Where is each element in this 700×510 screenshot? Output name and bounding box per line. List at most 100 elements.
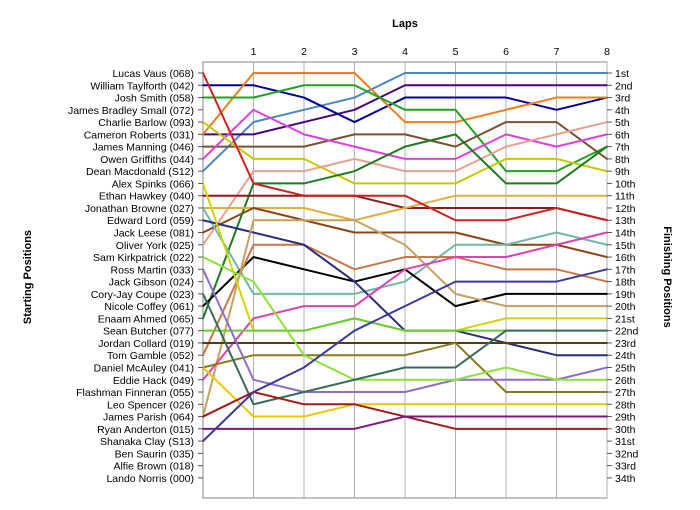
finish-label: 27th	[615, 387, 636, 399]
series-line-9	[202, 121, 608, 246]
start-label: Leo Spencer (026)	[107, 399, 194, 411]
start-label: Josh Smith (058)	[115, 93, 194, 105]
finish-label: 29th	[615, 412, 636, 424]
finish-label: 24th	[615, 350, 636, 362]
series-line-8	[202, 121, 608, 185]
finish-label: 23rd	[615, 338, 636, 350]
series-line-20	[202, 231, 608, 381]
start-label: Ethan Hawkey (040)	[99, 191, 194, 203]
finish-label: 12th	[615, 203, 636, 215]
start-label: Charlie Barlow (093)	[98, 117, 194, 129]
start-label: Alex Spinks (066)	[112, 178, 194, 190]
start-label: Ryan Anderton (015)	[97, 424, 194, 436]
start-label: Lando Norris (000)	[106, 473, 194, 485]
start-label: Dean Macdonald (S12)	[86, 166, 194, 178]
series-line-4	[202, 72, 608, 136]
start-label: William Taylforth (042)	[90, 80, 194, 92]
finish-label: 7th	[615, 142, 630, 154]
x-tick-label: 2	[301, 46, 307, 58]
finish-label: 6th	[615, 129, 630, 141]
series-line-30	[202, 415, 608, 430]
finish-label: 16th	[615, 252, 636, 264]
series-line-13	[202, 72, 608, 222]
x-tick-label: 4	[402, 46, 408, 58]
finish-label: 33rd	[615, 461, 636, 473]
series-line-31	[202, 268, 608, 443]
start-label: Jordan Collard (019)	[98, 338, 194, 350]
finish-label: 9th	[615, 166, 630, 178]
series-line-26	[202, 256, 608, 381]
finish-label: 15th	[615, 240, 636, 252]
start-label: Cory-Jay Coupe (023)	[91, 289, 194, 301]
finish-label: 4th	[615, 105, 630, 117]
finish-label: 28th	[615, 399, 636, 411]
start-label: Jack Leese (081)	[113, 228, 194, 240]
x-tick-label: 6	[503, 46, 509, 58]
right-axis-title: Finishing Positions	[661, 226, 673, 327]
start-label: Lucas Vaus (068)	[112, 68, 194, 80]
finish-label: 30th	[615, 424, 636, 436]
start-label: Eddie Hack (049)	[113, 375, 194, 387]
finish-label: 25th	[615, 362, 636, 374]
finish-label: 11th	[615, 191, 635, 203]
finish-label: 18th	[615, 277, 636, 289]
finish-label: 20th	[615, 301, 636, 313]
finish-label: 8th	[615, 154, 630, 166]
left-axis-title: Starting Positions	[22, 230, 34, 324]
series-line-10	[202, 133, 608, 320]
start-label: Tom Gamble (052)	[107, 350, 194, 362]
x-tick-label: 7	[554, 46, 560, 58]
series-line-12	[202, 194, 608, 222]
series-line-15	[202, 206, 608, 295]
x-tick-label: 3	[352, 46, 358, 58]
finish-label: 10th	[615, 178, 636, 190]
finish-label: 26th	[615, 375, 636, 387]
start-label: Edward Lord (059)	[107, 215, 194, 227]
series-line-2	[202, 84, 608, 136]
start-label: Sean Butcher (077)	[103, 326, 194, 338]
start-label: Sam Kirkpatrick (022)	[93, 252, 194, 264]
series-lines	[202, 72, 608, 443]
x-tick-label: 8	[604, 46, 610, 58]
finish-label: 2nd	[615, 80, 633, 92]
series-line-28	[202, 366, 608, 418]
start-label: Jack Gibson (024)	[109, 277, 194, 289]
x-tick-labels: 1 2 3 4 5 6 7 8	[251, 46, 611, 58]
x-tick-label: 1	[251, 46, 257, 58]
series-line-17	[202, 243, 608, 357]
start-label: Flashman Finneran (055)	[76, 387, 194, 399]
start-label: James Parish (064)	[103, 412, 194, 424]
finish-label: 21st	[615, 313, 635, 325]
start-label: Shanaka Clay (S13)	[100, 436, 194, 448]
series-line-19	[202, 219, 608, 418]
series-line-27	[202, 292, 608, 406]
finish-label: 32nd	[615, 448, 639, 460]
start-label: James Manning (046)	[92, 142, 194, 154]
finish-label: 17th	[615, 264, 636, 276]
start-position-labels: Lucas Vaus (068)William Taylforth (042)J…	[68, 68, 203, 485]
finish-label: 3rd	[615, 93, 630, 105]
start-label: Ben Saurin (035)	[115, 448, 194, 460]
start-label: Enaam Ahmed (065)	[98, 313, 194, 325]
finish-label: 5th	[615, 117, 630, 129]
series-line-14	[202, 206, 608, 259]
finish-position-labels: 1st2nd3rd4th5th6th7th8th9th10th11th12th1…	[607, 68, 639, 485]
finish-label: 31st	[615, 436, 635, 448]
start-label: Oliver York (025)	[116, 240, 194, 252]
start-label: James Bradley Small (072)	[68, 105, 194, 117]
start-label: Alfie Brown (018)	[113, 461, 194, 473]
x-axis-title: Laps	[392, 18, 418, 30]
finish-label: 34th	[615, 473, 636, 485]
start-label: Jonathan Browne (027)	[85, 203, 194, 215]
finish-label: 22nd	[615, 326, 639, 338]
start-label: Nicole Coffey (061)	[104, 301, 194, 313]
finish-label: 13th	[615, 215, 636, 227]
finish-label: 14th	[615, 228, 636, 240]
start-label: Owen Griffiths (044)	[100, 154, 194, 166]
series-line-24	[202, 341, 608, 394]
start-label: Cameron Roberts (031)	[84, 129, 194, 141]
finish-label: 1st	[615, 68, 629, 80]
series-line-6	[202, 121, 608, 160]
series-line-5	[202, 84, 608, 173]
